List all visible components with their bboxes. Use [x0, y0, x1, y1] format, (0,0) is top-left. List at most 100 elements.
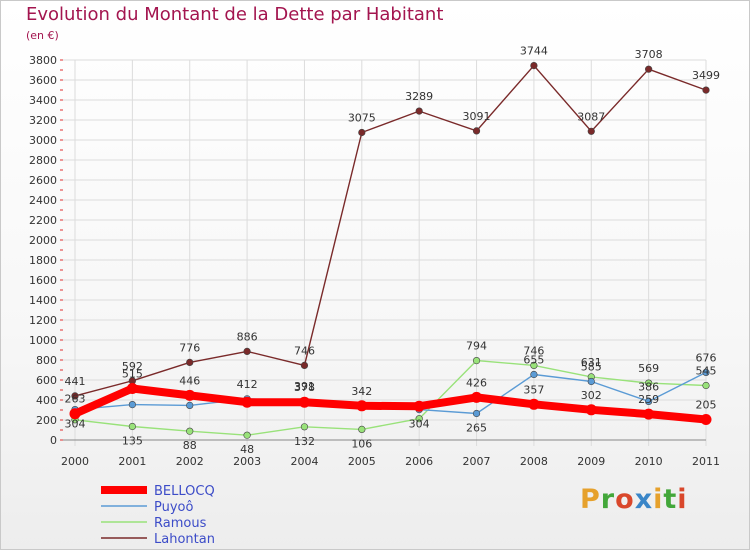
y-tick-label: 2800	[29, 154, 57, 167]
data-label-bellocq: 515	[122, 368, 143, 381]
data-label-bellocq: 259	[638, 393, 659, 406]
y-tick-label: 3600	[29, 74, 57, 87]
data-point-ramous	[530, 361, 538, 370]
plot-area	[75, 60, 706, 440]
x-tick-label: 2006	[405, 455, 433, 468]
data-label-ramous: 106	[351, 437, 372, 450]
data-label-lahontan: 3075	[348, 112, 376, 125]
x-tick-label: 2004	[290, 455, 318, 468]
data-label-bellocq: 263	[65, 393, 86, 406]
data-label-lahontan: 3744	[520, 45, 548, 58]
y-tick-label: 0	[50, 434, 57, 447]
data-point-bellocq	[471, 391, 483, 403]
y-tick-label: 1600	[29, 274, 57, 287]
x-tick-label: 2007	[463, 455, 491, 468]
y-tick-label: 400	[36, 394, 57, 407]
series-line-ramous	[74, 359, 707, 436]
x-tick-label: 2000	[61, 455, 89, 468]
data-label-puyoô: 386	[638, 380, 659, 393]
data-point-lahontan	[530, 61, 538, 70]
data-label-ramous: 88	[183, 439, 197, 452]
data-label-ramous: 746	[523, 344, 544, 357]
y-tick-label: 2000	[29, 234, 57, 247]
data-point-bellocq	[585, 404, 597, 416]
data-point-ramous	[472, 357, 481, 365]
y-tick-label: 2600	[29, 174, 57, 187]
data-point-ramous	[645, 379, 653, 387]
legend-label-lahontan: Lahontan	[154, 532, 215, 547]
data-label-puyoô: 304	[409, 418, 430, 431]
data-label-bellocq: 357	[523, 383, 544, 396]
data-point-puyoô	[530, 370, 538, 379]
data-label-ramous: 794	[466, 340, 487, 353]
y-tick-label: 2200	[29, 214, 57, 227]
data-label-ramous: 545	[696, 365, 717, 378]
data-point-lahontan	[415, 107, 423, 115]
data-label-lahontan: 592	[122, 360, 143, 373]
x-tick-label: 2010	[635, 455, 663, 468]
data-point-lahontan	[472, 127, 481, 135]
data-label-lahontan: 3087	[577, 110, 605, 123]
data-label-lahontan: 3289	[405, 90, 433, 103]
logo-letter: P	[580, 484, 601, 515]
data-point-ramous	[128, 422, 136, 431]
data-label-lahontan: 886	[237, 330, 258, 343]
data-point-lahontan	[300, 361, 309, 370]
x-tick-label: 2008	[520, 455, 548, 468]
logo-letter: r	[600, 484, 616, 515]
data-point-bellocq	[69, 408, 81, 420]
data-label-bellocq: 378	[294, 381, 315, 394]
y-tick-label: 2400	[29, 194, 57, 207]
data-label-lahontan: 776	[179, 341, 200, 354]
data-label-lahontan: 441	[65, 375, 86, 388]
data-point-bellocq	[356, 400, 368, 412]
y-tick-label: 1200	[29, 314, 57, 327]
legend-label-ramous: Ramous	[154, 516, 207, 531]
data-label-lahontan: 3499	[692, 69, 720, 82]
data-point-ramous	[415, 415, 423, 423]
data-point-puyoô	[128, 401, 136, 409]
data-point-lahontan	[186, 358, 194, 367]
data-point-ramous	[243, 431, 251, 439]
series-line-lahontan	[74, 64, 707, 397]
data-label-ramous: 631	[581, 356, 602, 369]
data-point-bellocq	[700, 414, 712, 425]
data-label-puyoô: 585	[581, 361, 602, 374]
data-label-ramous: 569	[638, 362, 659, 375]
data-label-puyoô: 655	[523, 354, 544, 367]
data-point-ramous	[300, 423, 309, 431]
data-point-bellocq	[643, 408, 655, 420]
data-point-bellocq	[184, 389, 196, 401]
data-label-bellocq: 426	[466, 376, 487, 389]
data-point-lahontan	[243, 347, 251, 356]
legend-label-puyoô: Puyoô	[154, 500, 193, 515]
proxiti-logo: Proxiti	[580, 484, 688, 515]
data-point-bellocq	[241, 396, 253, 408]
y-tick-label: 800	[36, 354, 57, 367]
data-point-lahontan	[358, 128, 366, 137]
x-tick-label: 2001	[118, 455, 146, 468]
data-label-bellocq: 205	[696, 399, 717, 412]
data-label-ramous: 132	[294, 435, 315, 448]
logo-letter: x	[634, 484, 654, 515]
data-point-bellocq	[413, 400, 425, 412]
y-tick-label: 200	[36, 414, 57, 427]
data-label-bellocq: 446	[179, 374, 200, 387]
y-tick-label: 600	[36, 374, 57, 387]
y-tick-label: 3000	[29, 134, 57, 147]
data-label-puyoô: 304	[65, 418, 86, 431]
data-point-ramous	[186, 427, 194, 435]
data-label-bellocq: 342	[351, 385, 372, 398]
data-point-lahontan	[702, 86, 710, 94]
data-point-puyoô	[186, 401, 194, 410]
logo-letter: o	[615, 484, 635, 515]
y-tick-label: 1800	[29, 254, 57, 267]
data-label-lahontan: 3091	[463, 110, 491, 123]
y-tick-label: 3800	[29, 54, 57, 67]
chart-title: Evolution du Montant de la Dette par Hab…	[26, 4, 444, 25]
x-tick-label: 2011	[692, 455, 720, 468]
data-point-puyoô	[645, 397, 653, 406]
data-label-ramous: 48	[240, 443, 254, 456]
